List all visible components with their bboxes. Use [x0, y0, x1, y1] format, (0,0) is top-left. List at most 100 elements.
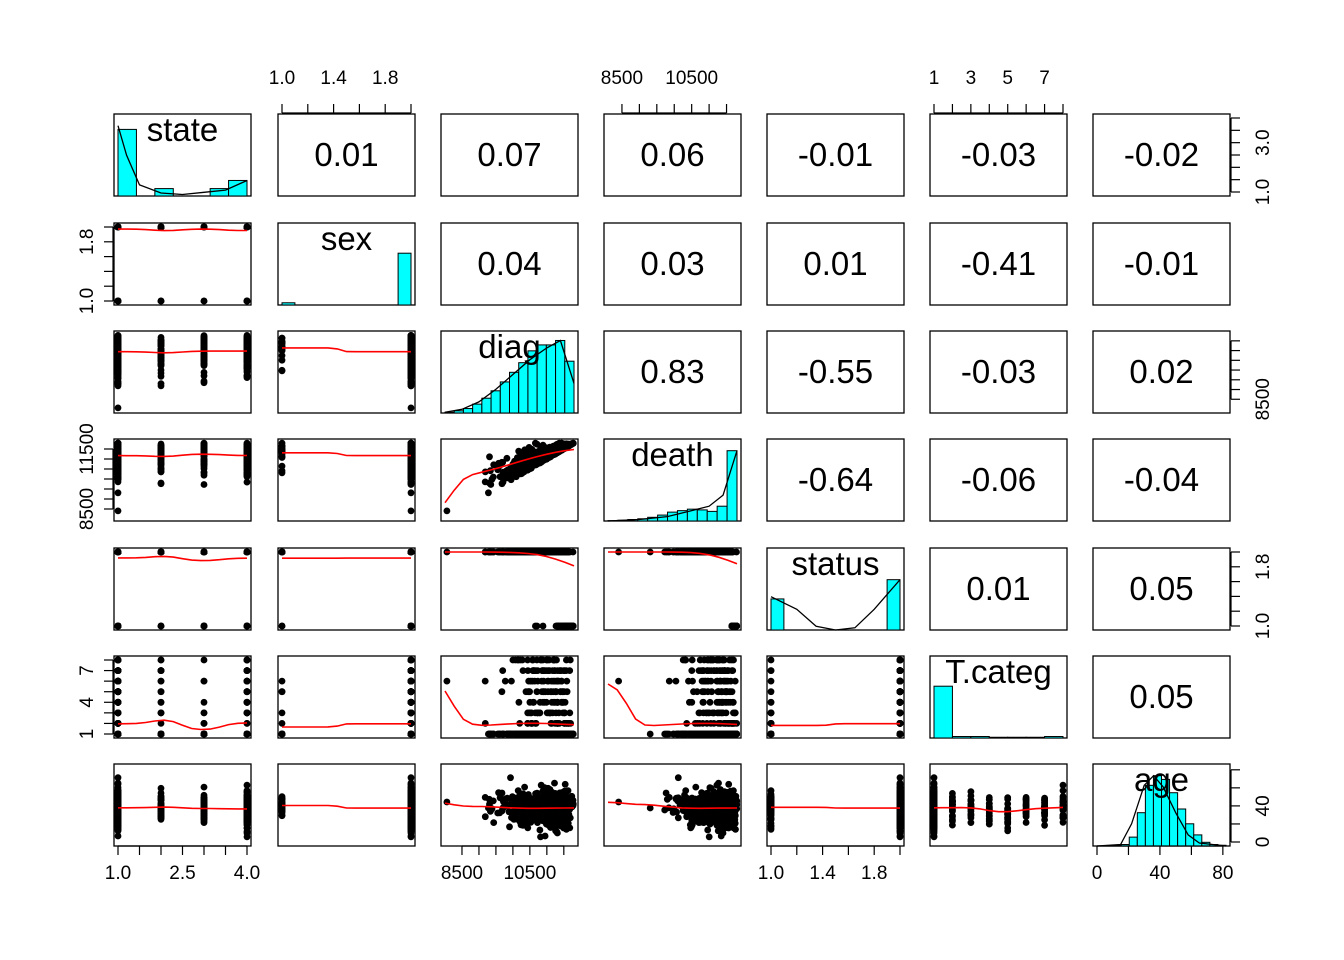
point [510, 463, 518, 471]
variable-label-diag: diag [478, 328, 540, 365]
histogram-bar [117, 128, 137, 197]
point [243, 470, 251, 478]
panel-state-t-categ: -0.03 [929, 113, 1068, 197]
panel-frame [440, 113, 579, 197]
panel-frame [929, 330, 1068, 414]
smooth-line [118, 350, 247, 354]
correlation-value: 0.04 [477, 245, 541, 282]
panel-diag-state [113, 330, 252, 414]
histogram-bar [154, 188, 174, 197]
correlation-value: -0.04 [1124, 461, 1199, 498]
histogram-bar [706, 510, 718, 522]
histogram-bar [545, 344, 557, 414]
point [200, 379, 208, 387]
scatter-points [114, 332, 251, 412]
point [407, 507, 415, 515]
histogram-bar [696, 509, 708, 522]
panel-frame [277, 438, 416, 522]
point [407, 359, 415, 367]
variable-label-sex: sex [321, 220, 373, 257]
panel-frame [113, 438, 252, 522]
point [278, 442, 286, 450]
point [481, 478, 489, 486]
panel-frame [1092, 222, 1231, 306]
panel-frame [766, 438, 905, 522]
point [157, 337, 165, 345]
histogram-bar [564, 360, 575, 414]
point [200, 297, 208, 305]
point [514, 470, 522, 478]
point [243, 223, 251, 231]
correlation-value: -0.01 [1124, 245, 1199, 282]
panel-state-status: -0.01 [766, 113, 905, 197]
variable-label-state: state [147, 111, 219, 148]
panel-diag-death: 0.83 [603, 330, 742, 414]
density-curve [607, 450, 738, 522]
panel-frame [277, 113, 416, 197]
panel-frame [603, 113, 742, 197]
point [278, 462, 286, 470]
panel-death-sex [277, 438, 416, 522]
point [407, 379, 415, 387]
smooth-line [444, 448, 575, 504]
scatter-points [114, 439, 251, 515]
panel-state-diag: 0.07 [440, 113, 579, 197]
panel-diag-diag: diag [440, 328, 579, 414]
scatter-points [443, 439, 577, 515]
panel-death-death: death [603, 436, 742, 522]
point [278, 454, 286, 461]
correlation-value: -0.06 [961, 461, 1036, 498]
point [200, 456, 208, 464]
panel-diag-sex [277, 330, 416, 414]
point [505, 471, 513, 479]
correlation-value: 0.03 [640, 245, 704, 282]
point [157, 358, 165, 365]
point [278, 366, 286, 374]
panel-frame [929, 438, 1068, 522]
density-curve [444, 339, 575, 413]
point [407, 489, 415, 497]
histogram-bar [472, 403, 483, 414]
histogram-bar [490, 390, 501, 414]
point [157, 480, 165, 488]
point [200, 353, 208, 361]
point [243, 446, 251, 454]
point [536, 455, 544, 463]
correlation-value: 0.06 [640, 136, 704, 173]
panel-diag-age: 0.02 [1092, 330, 1231, 414]
panel-status-state [113, 547, 252, 631]
panel-sex-sex: sex [277, 220, 416, 306]
panel-diag-t-categ: -0.03 [929, 330, 1068, 414]
correlation-value: -0.41 [961, 245, 1036, 282]
point [114, 404, 122, 412]
correlation-value: 0.83 [640, 353, 704, 390]
panel-sex-diag: 0.04 [440, 222, 579, 306]
point [407, 339, 415, 347]
panel-death-diag [440, 438, 579, 522]
point [243, 363, 251, 371]
histogram-bar [462, 408, 474, 414]
smooth-line [282, 451, 411, 457]
histogram-bar [716, 505, 728, 522]
point [488, 475, 496, 483]
point [521, 461, 529, 469]
panel-frame [113, 222, 252, 306]
point [243, 338, 251, 346]
point [157, 352, 165, 360]
point [490, 461, 498, 469]
point [114, 461, 122, 469]
histogram-bar [509, 371, 520, 414]
histogram-bar [397, 252, 412, 306]
point [561, 443, 569, 451]
panel-sex-death: 0.03 [603, 222, 742, 306]
panel-frame [1092, 113, 1231, 197]
point [157, 297, 165, 305]
correlation-value: -0.03 [961, 136, 1036, 173]
point [485, 489, 492, 497]
point [407, 461, 415, 469]
smooth-line [118, 228, 247, 232]
histogram-bar [499, 381, 510, 414]
point [200, 622, 208, 630]
